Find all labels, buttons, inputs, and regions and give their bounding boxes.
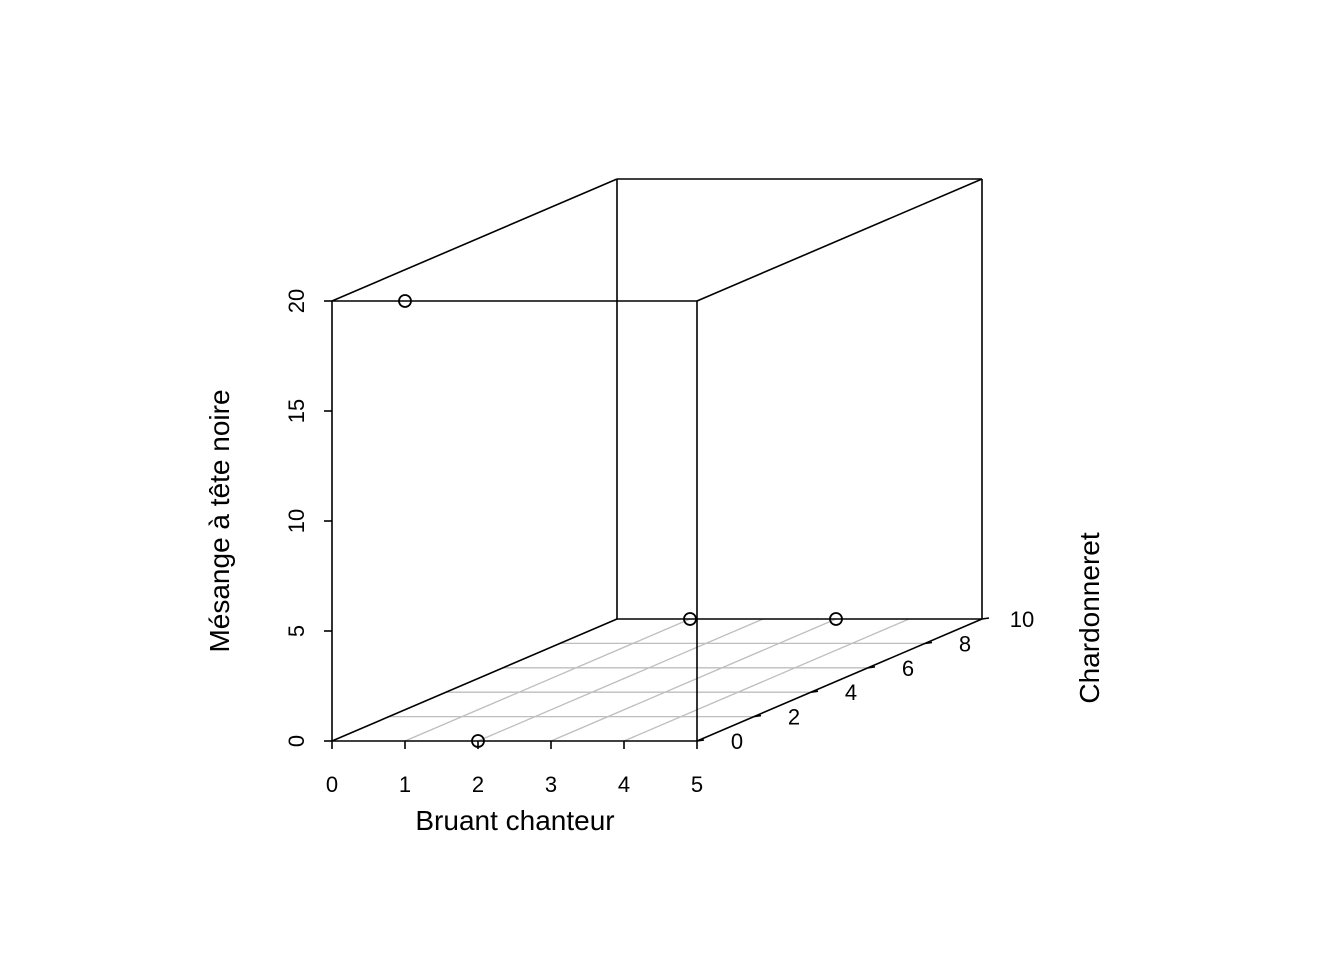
data-point — [829, 612, 843, 626]
y-tick — [981, 617, 990, 620]
x-axis-title: Bruant chanteur — [415, 805, 614, 836]
floor-grid-line — [404, 618, 691, 742]
y-tick-label: 0 — [731, 729, 743, 754]
x-tick-label: 2 — [472, 772, 484, 797]
x-tick-label: 5 — [691, 772, 703, 797]
z-axis-title: Mésange à tête noire — [204, 389, 235, 652]
floor-grid — [389, 618, 925, 742]
y-tick — [810, 690, 819, 693]
y-tick-label: 8 — [959, 631, 971, 656]
y-tick — [867, 666, 876, 669]
x-tick-label: 3 — [545, 772, 557, 797]
y-tick — [924, 641, 933, 645]
data-point — [398, 294, 412, 308]
z-tick-label: 15 — [284, 399, 309, 423]
box-frame — [331, 178, 983, 742]
floor-grid-line — [477, 618, 764, 742]
data-points — [398, 294, 843, 748]
y-tick — [753, 714, 762, 718]
y-tick-label: 4 — [845, 680, 857, 705]
y-tick — [696, 739, 705, 742]
y-tick-label: 10 — [1010, 607, 1034, 632]
x-tick-label: 4 — [618, 772, 630, 797]
z-tick-label: 0 — [284, 735, 309, 747]
x-tick-label: 1 — [399, 772, 411, 797]
x-tick-label: 0 — [326, 772, 338, 797]
floor-grid-line — [550, 618, 837, 742]
box-edge — [331, 618, 618, 742]
y-tick-label: 6 — [902, 656, 914, 681]
data-point — [683, 612, 697, 626]
box-edge — [696, 618, 983, 742]
box-edge — [696, 178, 983, 302]
box-edge — [331, 178, 618, 302]
y-axis-title: Chardonneret — [1074, 532, 1105, 703]
floor-grid-line — [623, 618, 910, 742]
data-point — [471, 734, 485, 748]
y-tick-label: 2 — [788, 705, 800, 730]
axis-ticks: 0 1 2 3 4 5 0 5 10 15 20 0 2 4 6 8 10 — [284, 289, 1034, 797]
z-tick-label: 5 — [284, 625, 309, 637]
z-tick-label: 10 — [284, 509, 309, 533]
z-tick-label: 20 — [284, 289, 309, 313]
